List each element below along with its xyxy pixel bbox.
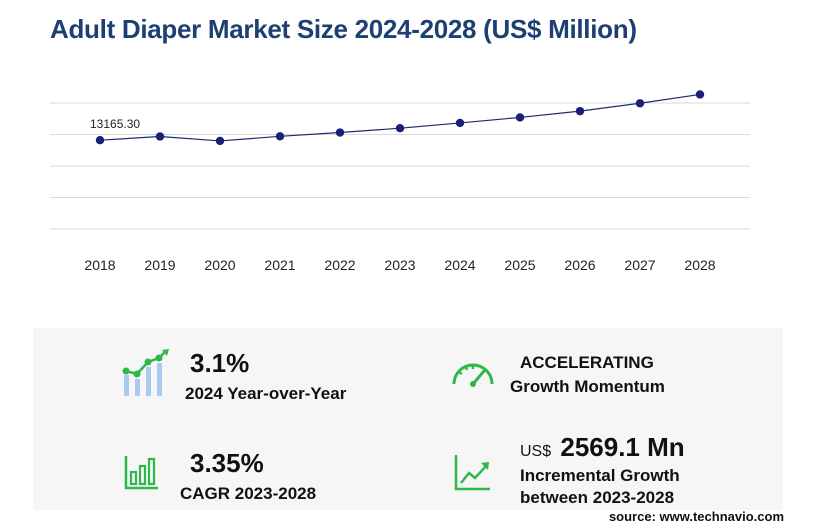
- x-tick-label: 2025: [504, 257, 535, 273]
- data-point: [515, 113, 525, 122]
- x-tick-label: 2021: [264, 257, 295, 273]
- chart-title: Adult Diaper Market Size 2024-2028 (US$ …: [50, 14, 637, 44]
- data-point: [275, 132, 285, 141]
- yoy-label: 2024 Year-over-Year: [185, 384, 347, 403]
- x-tick-label: 2019: [144, 257, 175, 273]
- data-labels: 13165.30: [90, 117, 140, 131]
- data-point: [635, 99, 645, 108]
- data-point: [335, 128, 345, 137]
- bar-chart-icon: [124, 456, 158, 490]
- speedometer-icon: [452, 363, 494, 387]
- chart-series: [95, 90, 705, 146]
- data-point: [575, 106, 585, 116]
- data-label: 13165.30: [90, 117, 140, 131]
- x-tick-label: 2020: [204, 257, 235, 273]
- chart-gridlines: [50, 102, 750, 230]
- source-credit: source: www.technavio.com: [608, 509, 784, 524]
- momentum-label: Growth Momentum: [510, 377, 665, 396]
- line-chart: 2018 2019 2020 2021 2022 2023 2024 2025 2026 2027…: [50, 90, 750, 273]
- incremental-amount: 2569.1 Mn: [560, 432, 685, 462]
- x-tick-label: 2028: [684, 257, 715, 273]
- trend-up-icon: [454, 455, 490, 491]
- data-point: [455, 118, 465, 128]
- cagr-value: 3.35%: [190, 448, 264, 478]
- momentum-value: ACCELERATING: [520, 353, 654, 372]
- incremental-label-line1: Incremental Growth: [520, 466, 680, 485]
- x-tick-label: 2024: [444, 257, 475, 273]
- data-point: [215, 136, 225, 146]
- incremental-label-line2: between 2023-2028: [520, 488, 675, 507]
- currency-label: US$: [520, 443, 552, 460]
- x-axis-ticks: 2018 2019 2020 2021 2022 2023 2024 2025 2026 2027…: [84, 257, 715, 273]
- series-line: [99, 93, 701, 142]
- data-point: [395, 124, 405, 133]
- growth-bars-icon: [122, 349, 169, 396]
- x-tick-label: 2027: [624, 257, 655, 273]
- x-tick-label: 2026: [564, 257, 595, 273]
- cagr-label: CAGR 2023-2028: [180, 484, 317, 503]
- x-tick-label: 2023: [384, 257, 415, 273]
- incremental-value: US$ 2569.1 Mn: [520, 432, 685, 463]
- summary-panel: 3.1% 2024 Year-over-Year ACCELERATING Gr…: [33, 328, 783, 510]
- data-point: [95, 136, 105, 145]
- yoy-value: 3.1%: [190, 348, 250, 378]
- data-point: [695, 90, 705, 99]
- x-tick-label: 2018: [84, 257, 115, 273]
- x-tick-label: 2022: [324, 257, 355, 273]
- data-point: [155, 132, 165, 141]
